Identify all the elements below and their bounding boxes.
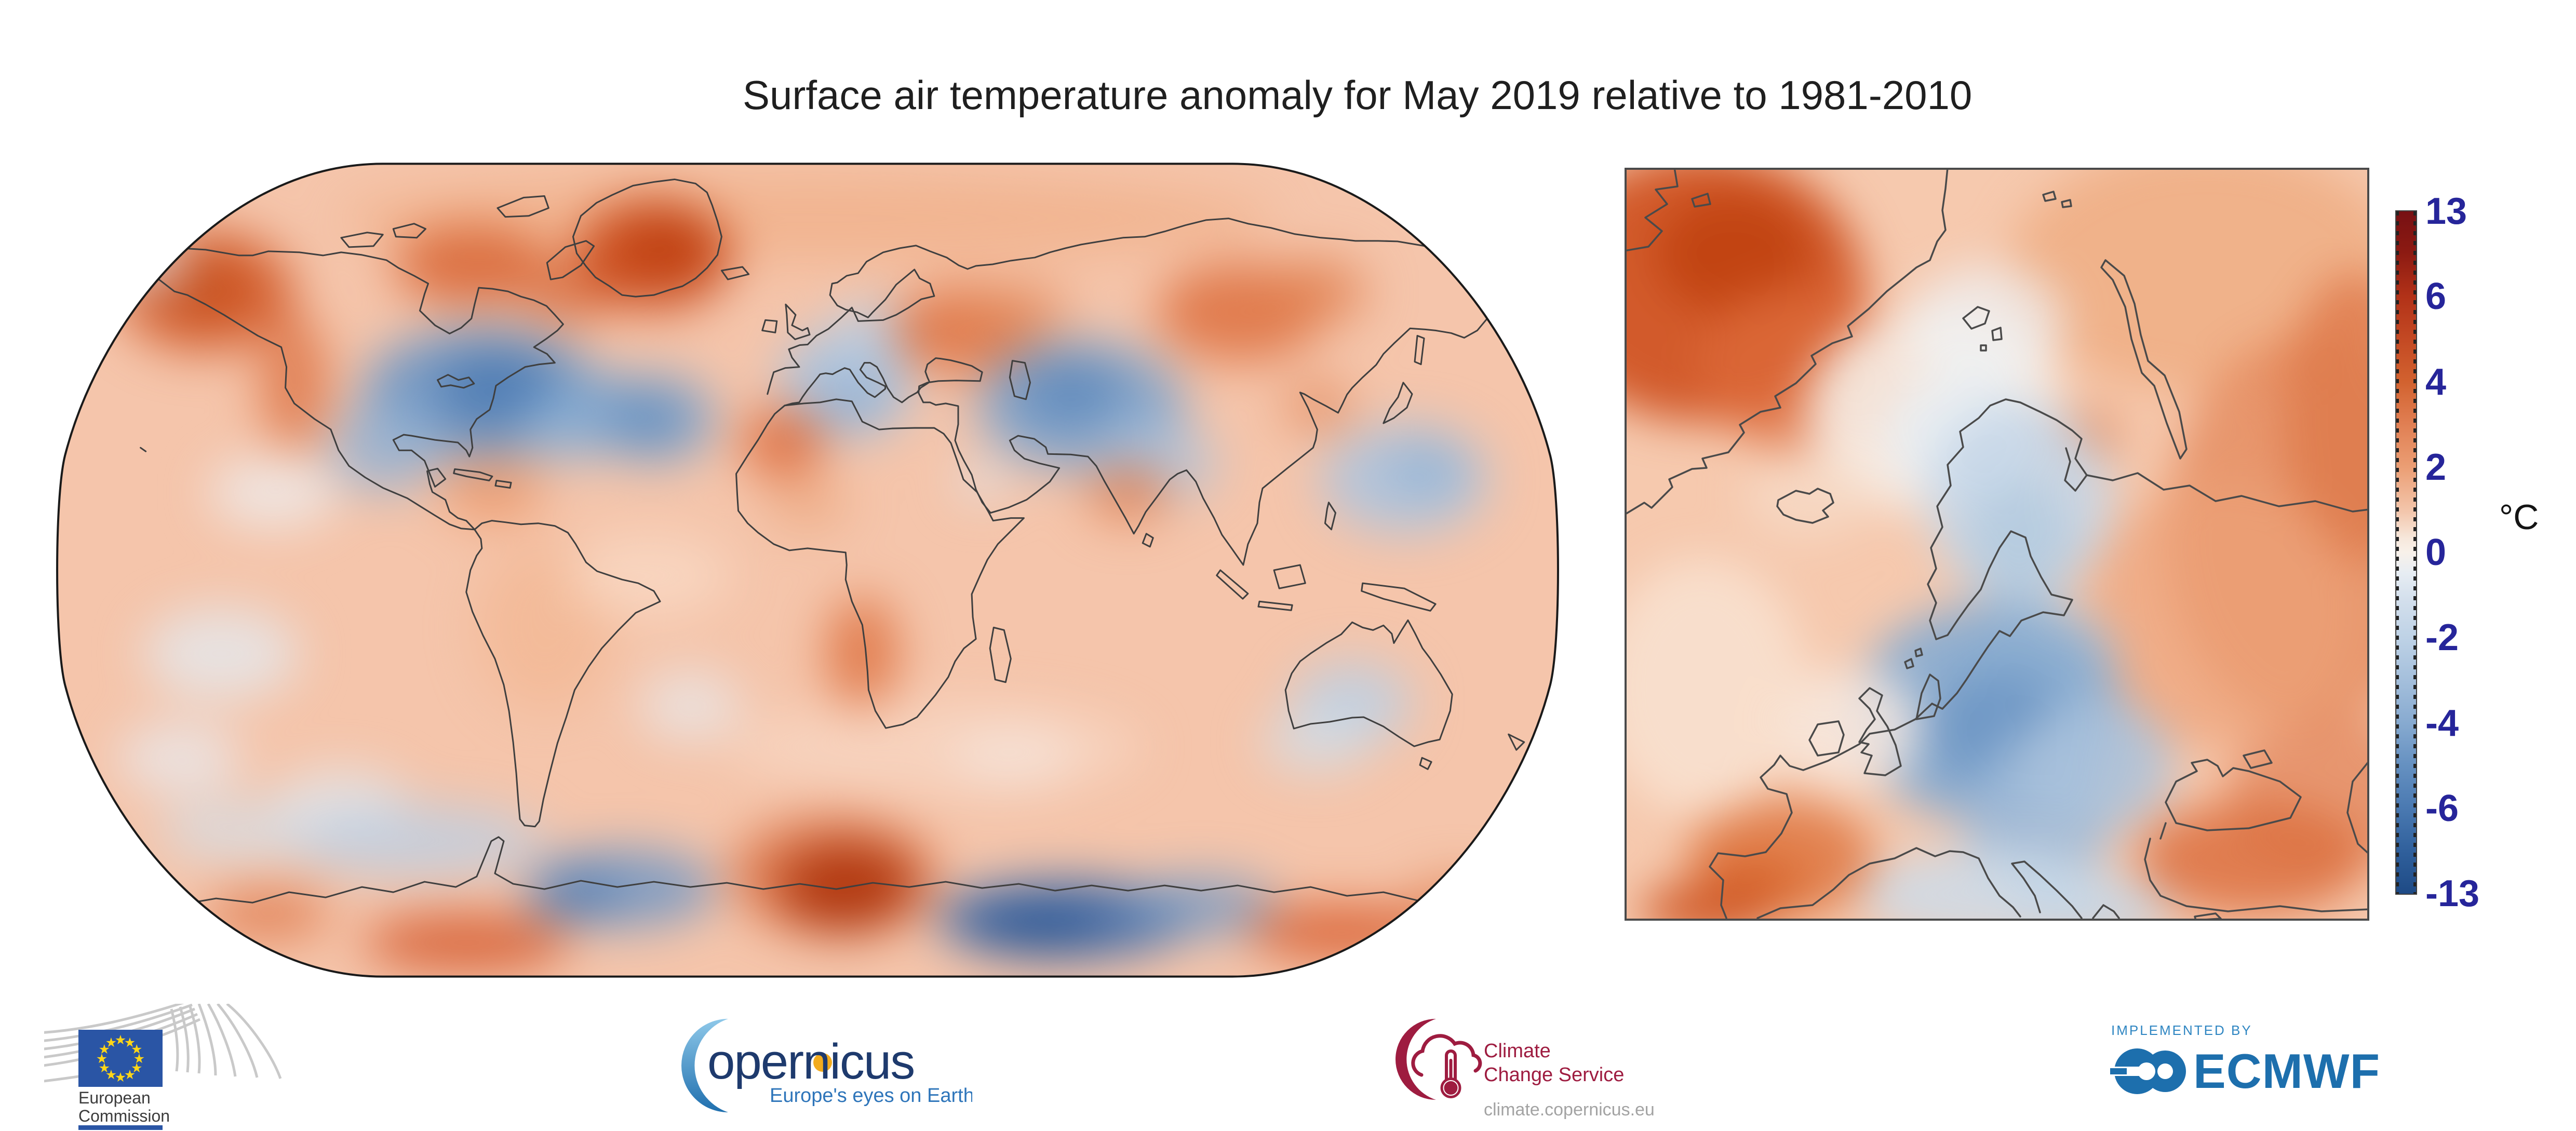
colorbar-tick-labels: 13 6 4 2 0 -2 -4 -6 -13 xyxy=(2425,193,2529,912)
c3s-thermometer-icon xyxy=(1440,1049,1461,1098)
colorbar-tick--2: -2 xyxy=(2425,617,2459,659)
copernicus-logo: opernicus Europe's eyes on Earth xyxy=(681,1019,972,1112)
figure-title: Surface air temperature anomaly for May … xyxy=(743,72,1973,118)
ecmwf-wordmark: ECMWF xyxy=(2193,1044,2380,1098)
world-map-frame xyxy=(56,163,1559,978)
ec-name-line1: European xyxy=(78,1088,151,1107)
ec-name-line2: Commission xyxy=(78,1107,170,1125)
ecmwf-implemented-by: IMPLEMENTED BY xyxy=(2111,1022,2252,1038)
europe-coastlines xyxy=(1626,169,2368,920)
c3s-name-line2: Change Service xyxy=(1484,1064,1624,1086)
colorbar-minor-ticks-left xyxy=(2396,211,2399,894)
eu-flag-star: ★ xyxy=(115,1033,126,1047)
world-map xyxy=(56,163,1559,978)
eu-flag-star: ★ xyxy=(115,1070,126,1085)
eu-flag-star: ★ xyxy=(124,1068,136,1082)
europe-map xyxy=(1625,168,2369,921)
eu-flag-star: ★ xyxy=(105,1068,117,1082)
ec-blue-bar xyxy=(78,1125,163,1130)
world-anomaly-field xyxy=(57,164,1558,977)
climate-change-service-logo: Climate Change Service climate.copernicu… xyxy=(1396,1019,1655,1120)
c3s-url: climate.copernicus.eu xyxy=(1484,1100,1655,1120)
colorbar-tick-6: 6 xyxy=(2425,276,2447,318)
colorbar-tick--6: -6 xyxy=(2425,787,2459,829)
ecmwf-logo: IMPLEMENTED BY ECMWF xyxy=(2106,1022,2380,1098)
eu-flag-star: ★ xyxy=(131,1061,142,1075)
colorbar-tick--4: -4 xyxy=(2425,702,2459,744)
colorbar-tick-13: 13 xyxy=(2425,191,2467,232)
colorbar-tick-2: 2 xyxy=(2425,446,2447,488)
eu-flag-star: ★ xyxy=(96,1052,108,1066)
copernicus-wordmark: opernicus xyxy=(707,1034,914,1089)
c3s-name-line1: Climate xyxy=(1484,1040,1551,1062)
copernicus-orange-dot xyxy=(813,1053,832,1072)
european-commission-logo: ★★★★★★★★★★★★ European Commission xyxy=(44,1004,282,1130)
ecmwf-mark-icon xyxy=(2106,1048,2186,1094)
eu-flag-star: ★ xyxy=(105,1035,117,1050)
copernicus-tagline: Europe's eyes on Earth xyxy=(770,1085,972,1107)
europe-map-frame xyxy=(1625,168,2369,921)
colorbar-tick--13: -13 xyxy=(2425,873,2480,914)
world-coastlines xyxy=(100,178,1558,916)
colorbar-tick-4: 4 xyxy=(2425,361,2447,403)
colorbar-tick-0: 0 xyxy=(2425,532,2447,573)
eu-flag-star: ★ xyxy=(133,1052,145,1066)
europe-anomaly-field xyxy=(1626,169,2368,920)
eu-flag-star: ★ xyxy=(99,1061,110,1075)
colorbar-unit-label: °C xyxy=(2499,497,2539,537)
c3s-crescent-icon xyxy=(1396,1019,1436,1100)
colorbar-gradient xyxy=(2395,210,2417,895)
eu-flag-stars: ★★★★★★★★★★★★ xyxy=(96,1033,145,1085)
copernicus-crescent-icon xyxy=(681,1019,728,1112)
eu-flag-star: ★ xyxy=(124,1035,136,1050)
colorbar: 13 6 4 2 0 -2 -4 -6 -13 °C xyxy=(2395,193,2574,912)
colorbar-minor-ticks-right xyxy=(2413,211,2416,894)
eu-flag-star: ★ xyxy=(131,1042,142,1057)
eu-flag xyxy=(78,1030,163,1087)
eu-flag-star: ★ xyxy=(99,1042,110,1057)
